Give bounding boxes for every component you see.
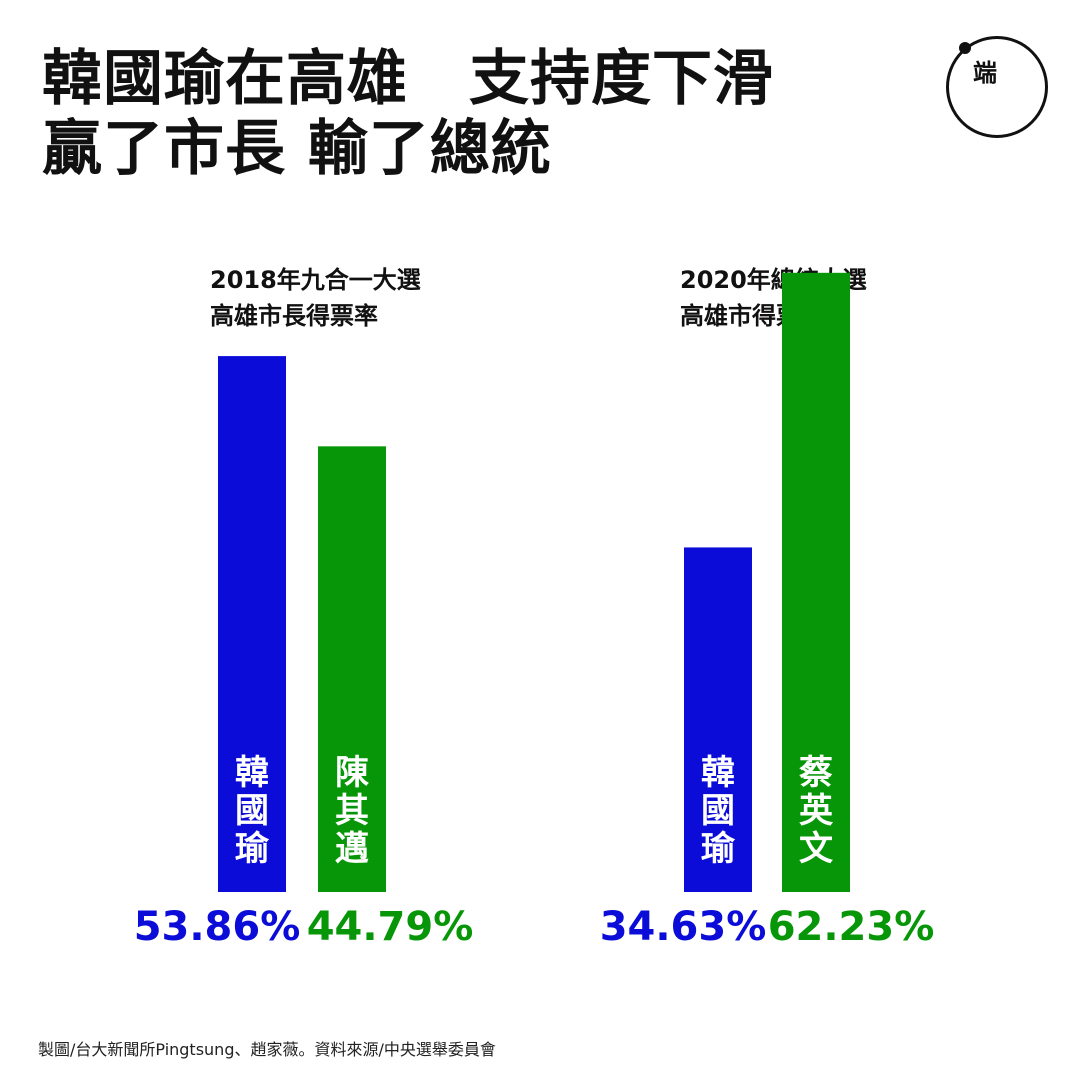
headline: 韓國瑜在高雄 支持度下滑 贏了市長 輸了總統	[42, 44, 774, 184]
bar-label-2020-1: 韓國瑜	[701, 753, 736, 869]
headline-line-1: 韓國瑜在高雄 支持度下滑	[42, 44, 774, 114]
value-label-2018-1: 53.86%	[134, 904, 301, 950]
logo-mark: 端	[973, 59, 999, 87]
bar-charts: 韓國瑜 53.86% 陳其邁 44.79% 韓國瑜 34.63% 蔡英文 62.23%	[134, 272, 935, 950]
bar-2018-1	[218, 356, 286, 892]
headline-line-2: 贏了市長 輸了總統	[42, 114, 552, 184]
chart-2018-title-line-1: 2018年九合一大選	[210, 266, 421, 294]
bar-label-2020-2: 蔡英文	[798, 753, 834, 869]
value-label-2020-2: 62.23%	[768, 904, 935, 950]
bar-2020-1	[684, 547, 752, 892]
value-label-2020-1: 34.63%	[600, 904, 767, 950]
bar-2020-2	[782, 272, 850, 892]
credit-line: 製圖/台大新聞所Pingtsung、趙家薇。資料來源/中央選舉委員會	[38, 1040, 496, 1059]
chart-2018-title: 2018年九合一大選 高雄市長得票率	[210, 262, 421, 334]
bar-label-2018-1: 韓國瑜	[235, 753, 270, 869]
bar-label-2018-2: 陳其邁	[335, 753, 369, 869]
chart-2018-title-line-2: 高雄市長得票率	[210, 302, 378, 330]
bar-2018-2	[318, 446, 386, 892]
logo-dot	[959, 42, 971, 54]
value-label-2018-2: 44.79%	[307, 904, 474, 950]
initium-logo-icon: 端	[946, 36, 1048, 138]
